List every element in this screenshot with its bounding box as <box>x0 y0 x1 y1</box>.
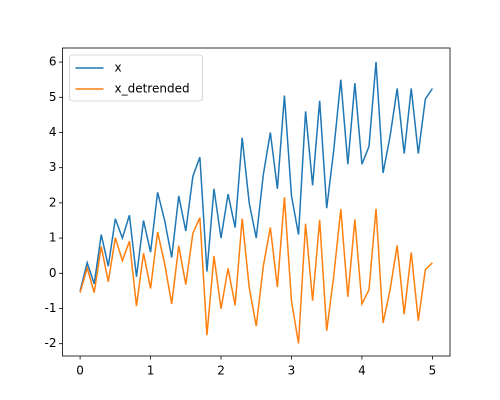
y-tick-label: 5 <box>49 90 57 104</box>
y-tick-label: 4 <box>49 125 57 139</box>
x-tick-label: 2 <box>217 364 225 378</box>
plot-frame <box>62 47 451 357</box>
x-tick-label: 3 <box>288 364 296 378</box>
x-tick-label: 5 <box>429 364 437 378</box>
line-series <box>79 197 433 344</box>
x-tick-label: 4 <box>358 364 366 378</box>
y-tick-label: -1 <box>45 301 57 315</box>
y-tick-label: 2 <box>49 195 57 209</box>
x-tick-label: 1 <box>147 364 155 378</box>
x-tick-label: 0 <box>76 364 84 378</box>
y-tick-label: 6 <box>49 55 57 69</box>
y-tick-label: 0 <box>49 266 57 280</box>
y-tick-label: 3 <box>49 160 57 174</box>
y-tick-label: -2 <box>45 336 57 350</box>
y-tick-label: 1 <box>49 231 57 245</box>
line-series <box>79 62 434 292</box>
legend-label: x_detrended <box>115 82 190 96</box>
legend-label: x <box>115 61 122 75</box>
